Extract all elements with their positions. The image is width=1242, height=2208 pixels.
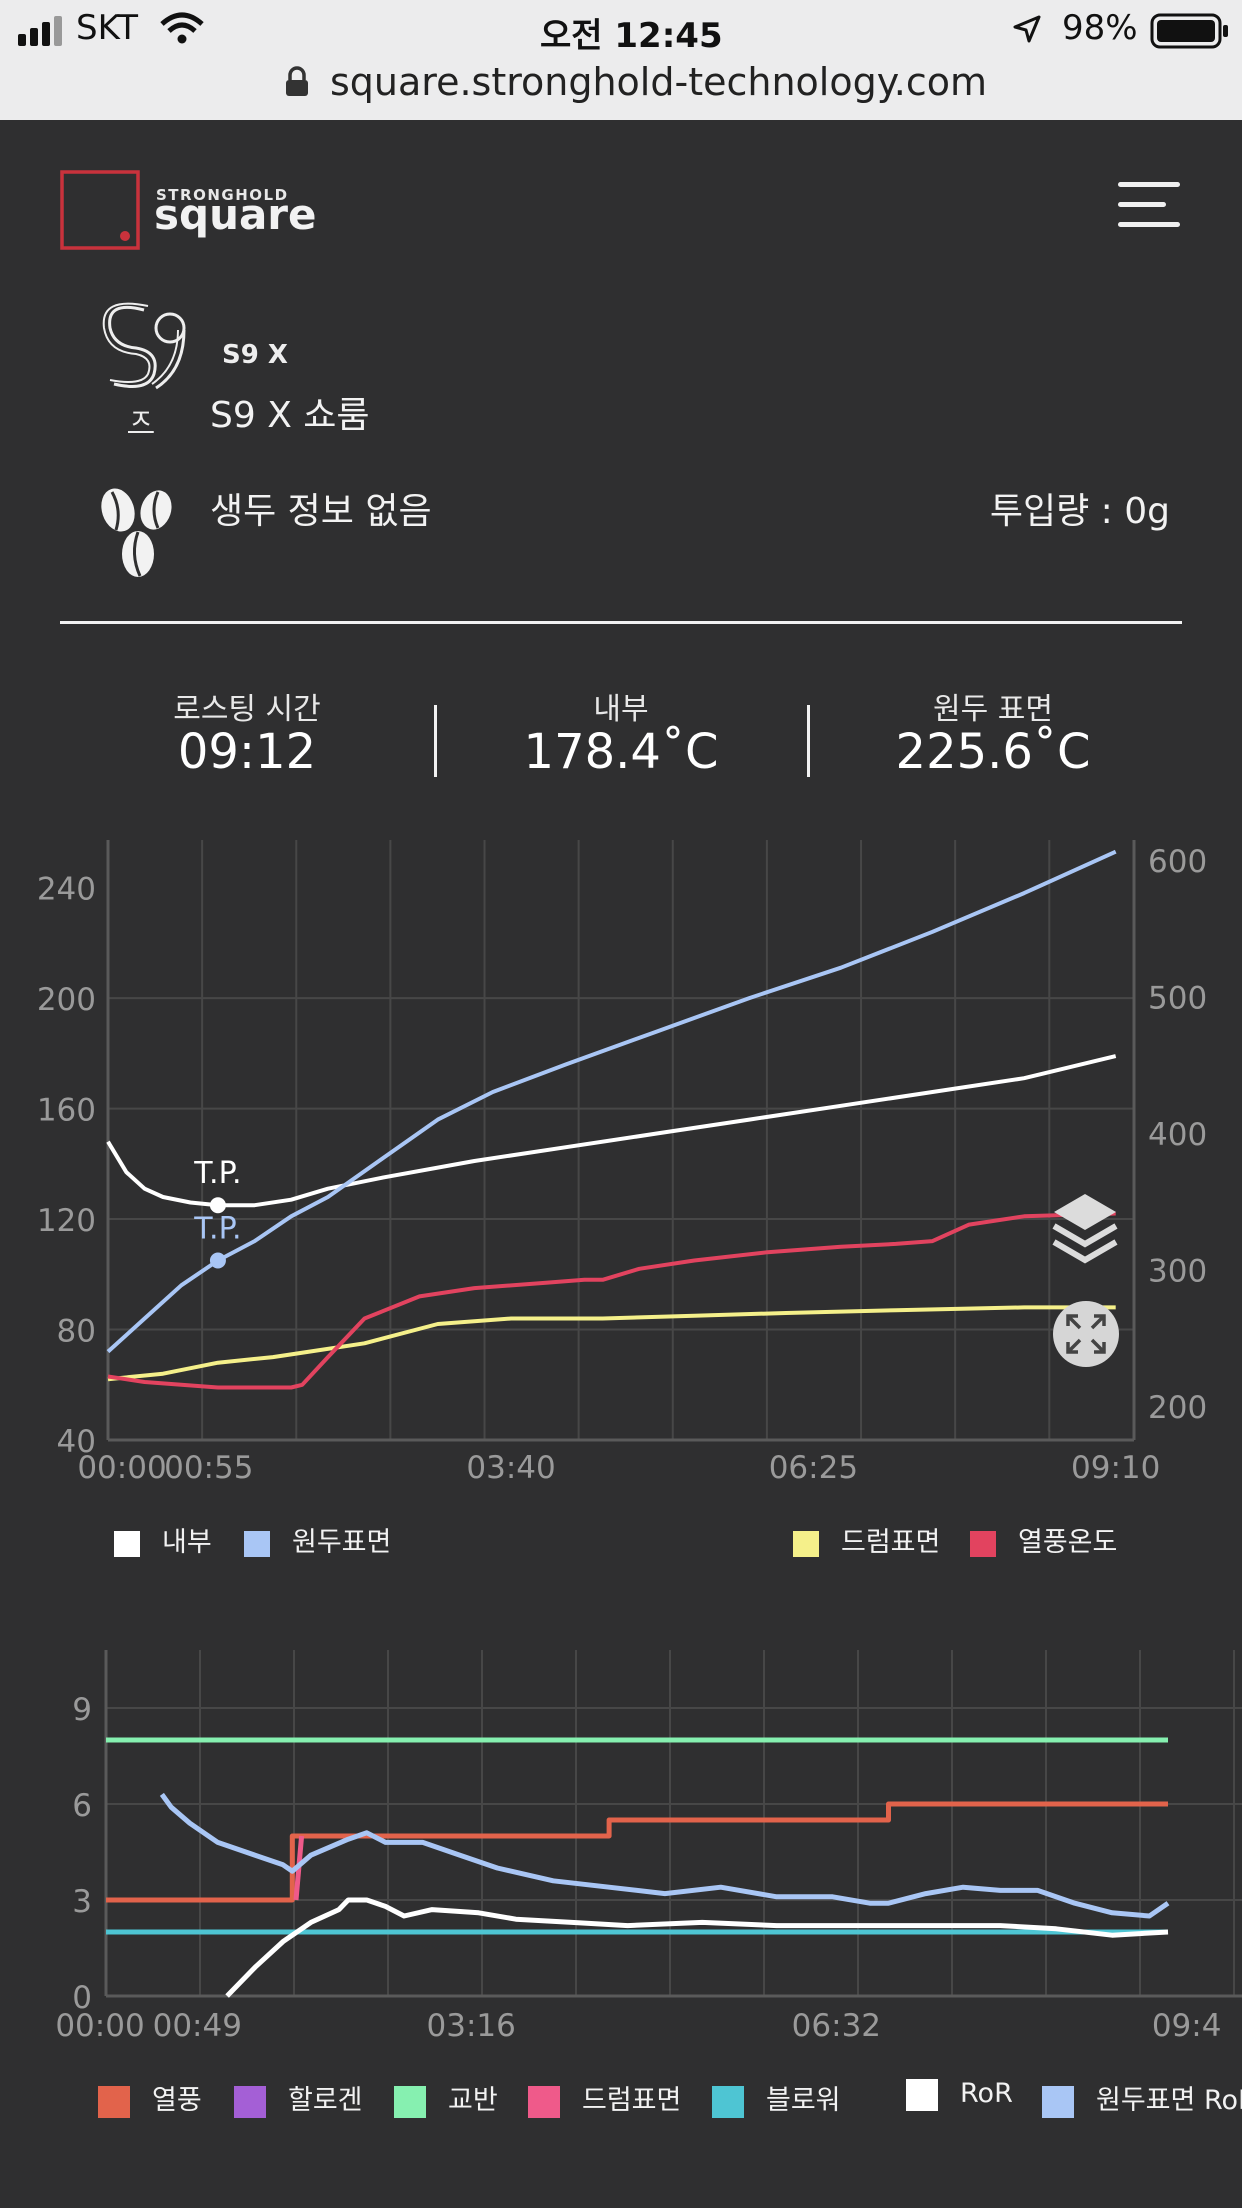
bean-info[interactable]: 생두 정보 없음 <box>210 491 432 532</box>
x-tick-label: 06:32 <box>792 2008 881 2044</box>
expand-icon[interactable] <box>1052 1300 1120 1372</box>
x-tick-label: 03:16 <box>427 2008 516 2044</box>
x-tick-label: 03:40 <box>466 1450 555 1486</box>
x-tick-label: 00:55 <box>164 1450 253 1486</box>
y-right-tick-label: 400 <box>1148 1117 1207 1153</box>
series-line-원두표면 RoR <box>159 1792 1170 1919</box>
y-right-tick-label: 600 <box>1148 844 1207 880</box>
battery-percent: 98% <box>1062 8 1138 48</box>
y-tick-label: 6 <box>72 1788 92 1824</box>
logo-big-text: square <box>154 190 317 239</box>
legend-drum-surface-2[interactable]: 드럼표면 <box>528 2078 681 2118</box>
series-line-열풍 <box>106 1801 1168 1903</box>
carrier-label: SKT <box>76 8 139 48</box>
x-tick-label: 09:10 <box>1071 1450 1160 1486</box>
coffee-bean-icon <box>101 488 172 577</box>
x-tick-label: 00:49 <box>153 2008 242 2044</box>
hamburger-menu-icon[interactable] <box>1118 182 1180 232</box>
legend-agitator[interactable]: 교반 <box>394 2078 498 2118</box>
turning-point-marker <box>209 1197 226 1214</box>
x-tick-label: 00:00 <box>77 1450 166 1486</box>
y-tick-label: 9 <box>72 1692 92 1728</box>
clock: 오전 12:45 <box>540 16 723 56</box>
machine-name[interactable]: S9 X 쇼룸 <box>210 395 370 436</box>
wifi-icon <box>160 12 204 44</box>
turning-point-marker <box>209 1252 226 1269</box>
logo-small-text: STRONGHOLD <box>156 186 289 204</box>
legend-halogen[interactable]: 할로겐 <box>234 2078 363 2118</box>
model-sub-label: ㅈ <box>128 403 154 436</box>
series-line-열풍온도 <box>107 1211 1116 1390</box>
x-tick-label: 09:4 <box>1152 2008 1222 2044</box>
y-left-tick-label: 240 <box>37 872 96 908</box>
lock-icon <box>286 66 308 96</box>
series-line-드럼표면 <box>107 1305 1116 1382</box>
signal-icon <box>18 16 62 46</box>
turning-point-label: T.P. <box>193 1156 241 1191</box>
legend-blower[interactable]: 블로워 <box>712 2078 841 2118</box>
status-bar: SKT 오전 12:45 98% square.stronghold-techn… <box>0 0 1242 120</box>
y-right-tick-label: 200 <box>1148 1390 1207 1426</box>
legend-heat[interactable]: 열풍 <box>98 2078 202 2118</box>
legend-drum-surface[interactable]: 드럼표면 <box>793 1520 940 1559</box>
bean-surface-temp-label: 원두 표면 <box>933 692 1053 727</box>
stat-separator <box>807 705 810 777</box>
legend-hot-air[interactable]: 열풍온도 <box>970 1520 1117 1559</box>
y-right-tick-label: 500 <box>1148 980 1207 1016</box>
series-line-원두표면 <box>106 849 1117 1354</box>
layers-icon[interactable] <box>1052 1192 1118 1276</box>
y-left-tick-label: 80 <box>57 1314 96 1350</box>
x-tick-label: 06:25 <box>769 1450 858 1486</box>
input-amount: 투입량 : 0g <box>989 491 1170 532</box>
y-left-tick-label: 200 <box>37 982 96 1018</box>
temperature-chart[interactable]: 240 200 160 120 80 40 600 500 400 300 200 00:0000:5… <box>0 840 1242 1500</box>
legend-ror[interactable]: RoR <box>906 2078 1013 2111</box>
y-tick-label: 3 <box>72 1884 92 1920</box>
roast-time-value: 09:12 <box>177 724 317 780</box>
y-left-tick-label: 120 <box>37 1203 96 1239</box>
battery-icon <box>1150 13 1228 49</box>
y-left-tick-label: 40 <box>57 1424 96 1460</box>
internal-temp-value: 178.4˚C <box>523 724 719 780</box>
url-bar[interactable]: square.stronghold-technology.com <box>330 60 988 104</box>
x-tick-label: 00:00 <box>55 2008 144 2044</box>
section-divider <box>60 621 1182 624</box>
stat-separator <box>434 705 437 777</box>
s9-machine-icon <box>102 302 186 390</box>
bean-surface-temp-value: 225.6˚C <box>895 724 1091 780</box>
legend-internal[interactable]: 내부 <box>114 1520 212 1559</box>
location-arrow-icon <box>1013 15 1041 43</box>
series-line-RoR <box>225 1897 1169 1998</box>
roast-time-label: 로스팅 시간 <box>173 692 321 727</box>
legend-bean-ror[interactable]: 원두표면 RoR <box>1042 2078 1242 2118</box>
model-badge: S9 X <box>222 340 288 370</box>
y-left-tick-label: 160 <box>37 1093 96 1129</box>
legend-bean-surface[interactable]: 원두표면 <box>244 1520 391 1559</box>
control-chart[interactable]: 9 6 3 000:00 00:49 03:16 06:32 09:4 <box>0 1640 1242 2060</box>
square-logo[interactable]: STRONGHOLD square <box>60 170 360 258</box>
y-right-tick-label: 300 <box>1148 1253 1207 1289</box>
internal-temp-label: 내부 <box>593 692 649 727</box>
turning-point-label: T.P. <box>193 1211 241 1246</box>
y-tick-label: 0 <box>72 1980 92 2016</box>
series-line-내부 <box>106 1054 1117 1208</box>
logo-square-mark <box>60 170 140 250</box>
